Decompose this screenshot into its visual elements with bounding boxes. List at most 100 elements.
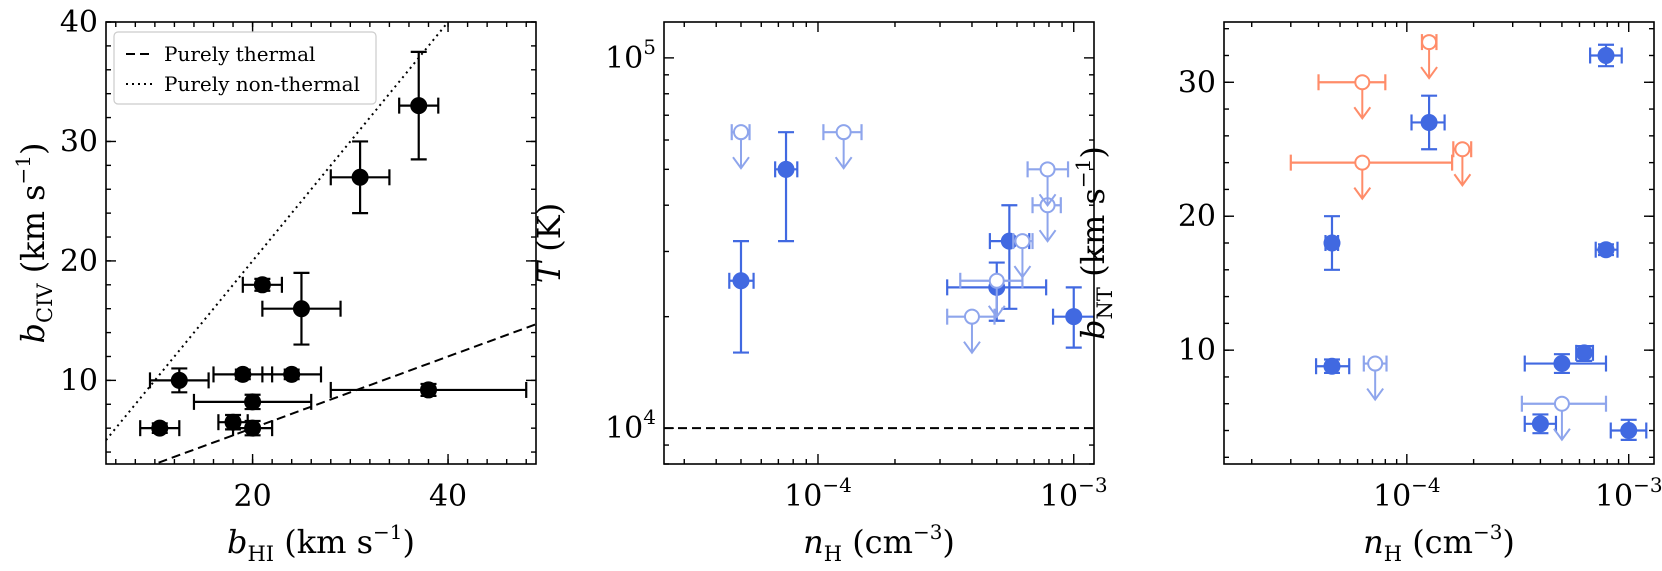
upper-limit-arrowhead	[1366, 387, 1384, 402]
panel-middle: 10−4 10−3 104 105 nH (cm−3) T (K)	[530, 21, 1108, 566]
data-point	[329, 140, 391, 215]
filled-marker	[1420, 113, 1438, 131]
open-marker	[1454, 141, 1471, 158]
upper-limit-arrowhead	[1038, 229, 1057, 243]
line-dashed	[151, 323, 536, 464]
x-tick-label: 10−3	[1040, 473, 1108, 514]
data-point	[1523, 353, 1608, 375]
data-point	[1589, 43, 1623, 68]
y-tick-label: 105	[605, 35, 656, 76]
upper-limit-arrowhead	[1453, 173, 1472, 187]
filled-marker	[351, 168, 369, 186]
data-point	[1314, 357, 1351, 375]
data-point	[241, 276, 284, 294]
data-point	[774, 131, 799, 243]
legend-label: Purely non-thermal	[164, 72, 360, 96]
y-axis-label: T (K)	[530, 203, 568, 283]
open-marker	[1354, 74, 1371, 91]
open-marker	[1039, 161, 1056, 178]
x-axis-label: nH (cm−3)	[803, 520, 955, 566]
upper-limit-arrowhead	[1013, 265, 1032, 279]
upper-limit-arrowhead	[834, 156, 853, 170]
data-point	[1051, 286, 1094, 349]
plot-area	[1289, 34, 1648, 442]
filled-marker	[1597, 46, 1615, 64]
data-point	[946, 308, 996, 355]
y-tick-label: 30	[60, 124, 98, 159]
filled-marker	[1065, 308, 1083, 326]
data-point	[1410, 94, 1446, 151]
filled-marker	[244, 419, 262, 437]
y-tick-label: 20	[1178, 199, 1216, 234]
data-point	[728, 239, 755, 354]
legend: Purely thermal Purely non-thermal	[113, 31, 377, 105]
x-tick-label: 20	[233, 479, 271, 514]
panel-left: 20 40 10 20 30 40 bHI (km s−1) bCIV (km s−1) Pur…	[11, 5, 537, 566]
y-axis-label: bCIV (km s−1)	[11, 143, 57, 344]
data-point	[398, 50, 440, 161]
data-point	[1575, 344, 1595, 362]
filled-marker	[410, 97, 428, 115]
data-point	[329, 381, 528, 399]
x-tick-label: 10−4	[784, 473, 852, 514]
filled-marker	[1553, 355, 1571, 373]
upper-limit-arrowhead	[1553, 428, 1571, 442]
data-point	[1520, 395, 1608, 442]
data-point	[1323, 215, 1341, 271]
y-tick-label: 40	[60, 5, 98, 40]
filled-marker	[420, 381, 437, 399]
y-tick-label: 20	[60, 244, 98, 279]
open-marker	[963, 308, 980, 325]
filled-marker	[1531, 415, 1549, 433]
data-point	[1362, 355, 1388, 402]
filled-marker	[151, 419, 169, 437]
legend-box	[113, 31, 377, 105]
upper-limit-arrowhead	[1353, 106, 1372, 120]
axes-frame	[663, 21, 1095, 465]
data-point	[1523, 413, 1558, 435]
data-point	[1609, 418, 1648, 441]
open-marker	[1014, 233, 1031, 250]
panel-right: 10−4 10−3 10 20 30 nH (cm−3) bNT (km s−1)	[1071, 21, 1662, 566]
data-point	[139, 419, 181, 437]
filled-marker	[1323, 357, 1341, 375]
x-tick-label: 40	[429, 479, 467, 514]
data-point	[192, 393, 313, 411]
filled-marker	[244, 393, 262, 411]
data-point	[822, 124, 863, 170]
y-tick-label: 10	[60, 363, 98, 398]
filled-marker	[1597, 241, 1615, 259]
upper-limit-arrowhead	[1038, 193, 1057, 208]
filled-marker	[170, 371, 188, 389]
filled-marker	[777, 160, 795, 178]
y-tick-label: 10	[1178, 333, 1216, 368]
plot-area	[106, 22, 536, 464]
x-tick-label: 10−3	[1595, 473, 1662, 514]
legend-label: Purely thermal	[164, 42, 315, 66]
x-axis-label: bHI (km s−1)	[227, 520, 415, 566]
filled-marker	[1620, 422, 1638, 440]
data-point	[1026, 161, 1070, 208]
data-point	[1317, 74, 1387, 120]
filled-marker	[732, 272, 750, 290]
filled-marker	[1575, 344, 1593, 362]
data-point	[261, 271, 342, 346]
filled-marker	[234, 365, 252, 383]
upper-limit-arrowhead	[987, 305, 1006, 319]
axes-frame	[1223, 21, 1655, 465]
data-point	[1420, 34, 1438, 80]
data-point	[231, 419, 274, 437]
open-marker	[732, 124, 749, 141]
filled-marker	[292, 300, 310, 318]
filled-marker	[1323, 234, 1341, 252]
upper-limit-arrowhead	[963, 341, 981, 355]
data-point	[261, 365, 323, 383]
data-point	[1289, 154, 1454, 201]
y-tick-label: 30	[1178, 65, 1216, 100]
axes-frame	[105, 21, 537, 465]
open-marker	[1354, 154, 1371, 171]
data-point	[1012, 233, 1034, 279]
upper-limit-arrowhead	[732, 156, 750, 170]
x-tick-label: 10−4	[1373, 473, 1441, 514]
